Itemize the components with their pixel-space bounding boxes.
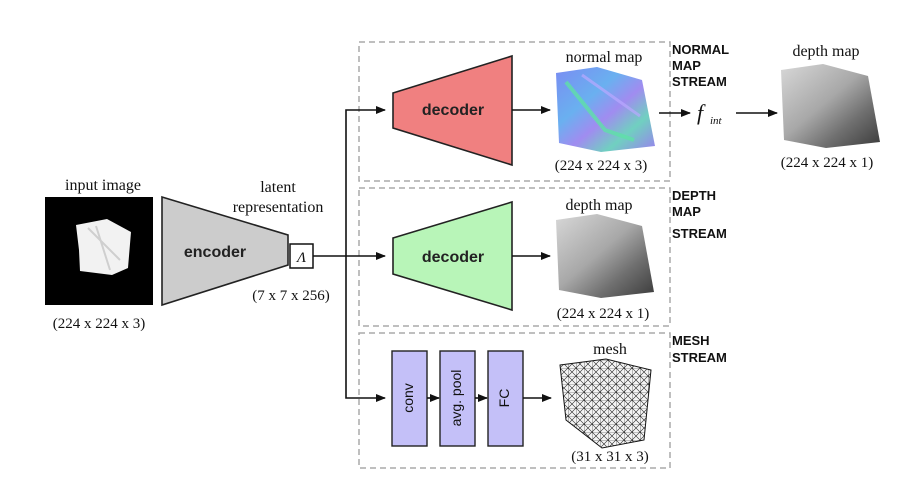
depth-stream-title-1: DEPTH — [672, 188, 716, 203]
depth-map-image — [556, 214, 654, 298]
depth-stream-title-3: STREAM — [672, 226, 727, 241]
depth-decoder-block — [392, 200, 513, 312]
mesh-stream-title-1: MESH — [672, 333, 710, 348]
final-depth-map-image — [781, 64, 880, 148]
final-depth-map-dims: (224 x 224 x 1) — [781, 155, 874, 171]
mesh-label: mesh — [593, 341, 627, 358]
normal-stream-title-3: STREAM — [672, 74, 727, 89]
normal-map-dims: (224 x 224 x 3) — [555, 158, 648, 174]
depth-stream-title-2: MAP — [672, 204, 701, 219]
depth-map-dims: (224 x 224 x 1) — [557, 306, 650, 322]
fc-layer-label: FC — [496, 389, 512, 408]
latent-label-line1: latent — [260, 179, 296, 196]
conv-layer-label: conv — [400, 383, 416, 413]
depth-decoder-label: decoder — [422, 249, 484, 266]
encoder-label: encoder — [184, 244, 246, 261]
input-image — [45, 197, 153, 305]
normal-stream-title-1: NORMAL — [672, 42, 729, 57]
normal-map-image — [556, 67, 655, 152]
normal-stream-box — [358, 41, 671, 182]
normal-stream-title-2: MAP — [672, 58, 701, 73]
input-image-label: input image — [65, 177, 141, 194]
depth-map-label: depth map — [565, 197, 632, 214]
mesh-stream-title-2: STREAM — [672, 350, 727, 365]
normal-decoder-label: decoder — [422, 102, 484, 119]
final-depth-map-label: depth map — [792, 43, 859, 60]
latent-dims: (7 x 7 x 256) — [252, 288, 330, 304]
encoder-block — [161, 195, 289, 307]
input-image-dims: (224 x 224 x 3) — [53, 316, 146, 332]
latent-label-line2: representation — [233, 199, 324, 216]
branch-connectors — [313, 106, 386, 402]
latent-symbol: Λ — [295, 250, 306, 266]
mesh-image — [559, 358, 652, 449]
avg-pool-layer-block — [439, 350, 476, 447]
mesh-stream-box — [358, 332, 671, 469]
normal-decoder-block — [392, 54, 513, 167]
integration-subscript: int — [710, 115, 723, 127]
integration-symbol: f — [697, 100, 706, 125]
depth-stream-box — [358, 187, 671, 327]
avg-pool-layer-label: avg. pool — [448, 370, 464, 427]
mesh-dims: (31 x 31 x 3) — [571, 449, 649, 465]
fc-layer-block — [487, 350, 524, 447]
normal-map-label: normal map — [566, 49, 643, 66]
